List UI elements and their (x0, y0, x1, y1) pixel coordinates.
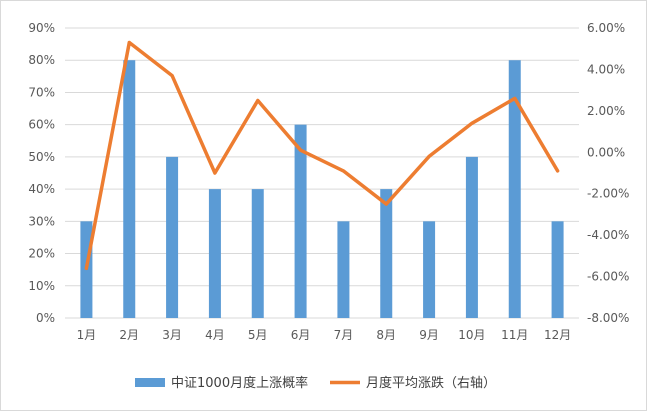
left-tick-label: 70% (28, 85, 55, 99)
line-path (84, 40, 560, 271)
line-point (213, 171, 217, 175)
right-tick-label: 0.00% (587, 145, 625, 159)
right-tick-label: -6.00% (587, 270, 629, 284)
bar (294, 124, 307, 319)
x-tick-label: 12月 (544, 328, 571, 342)
left-axis-ticks: 0% 10% 20% 30% 40% 50% 60% 70% 80% 90% (28, 21, 55, 325)
left-tick-label: 30% (28, 214, 55, 228)
x-tick-label: 5月 (248, 328, 268, 342)
line-point (127, 41, 131, 44)
line-point (427, 154, 431, 158)
bar (251, 189, 264, 318)
line-point (84, 266, 88, 270)
left-tick-label: 20% (28, 247, 55, 261)
line-point (299, 148, 303, 152)
x-tick-label: 3月 (162, 328, 182, 342)
right-tick-label: 6.00% (587, 21, 625, 35)
bar (423, 221, 436, 318)
bar (208, 189, 221, 318)
line-point (170, 74, 174, 78)
x-tick-label: 8月 (376, 328, 396, 342)
line-series (84, 40, 560, 271)
line-point (513, 96, 517, 100)
line-point (470, 121, 474, 125)
right-tick-label: 2.00% (587, 104, 625, 118)
left-tick-label: 80% (28, 53, 55, 67)
right-tick-label: -8.00% (587, 311, 629, 325)
left-tick-label: 50% (28, 150, 55, 164)
bar (465, 156, 478, 318)
right-tick-label: -2.00% (587, 187, 629, 201)
bar (337, 221, 350, 318)
legend: 中证1000月度上涨概率 月度平均涨跌（右轴） (135, 375, 496, 391)
legend-label-bar: 中证1000月度上涨概率 (171, 375, 308, 391)
x-tick-label: 10月 (458, 328, 485, 342)
left-tick-label: 0% (36, 311, 55, 325)
left-tick-label: 40% (28, 182, 55, 196)
right-tick-label: -4.00% (587, 228, 629, 242)
bar-series (80, 60, 564, 319)
bar (508, 60, 521, 318)
x-tick-label: 6月 (291, 328, 311, 342)
bar (551, 221, 564, 318)
x-tick-label: 4月 (205, 328, 225, 342)
bar (123, 60, 136, 318)
left-tick-label: 10% (28, 279, 55, 293)
gridlines (65, 27, 579, 319)
line-point (256, 99, 260, 102)
line-point (341, 169, 345, 173)
right-axis-ticks: -8.00% -6.00% -4.00% -2.00% 0.00% 2.00% 4.00% 6… (587, 21, 629, 325)
left-tick-label: 90% (28, 21, 55, 35)
line-point (384, 202, 388, 206)
x-tick-label: 2月 (119, 328, 139, 342)
x-tick-label: 9月 (419, 328, 439, 342)
left-tick-label: 60% (28, 118, 55, 132)
x-tick-label: 11月 (501, 328, 528, 342)
line-point (556, 169, 560, 173)
legend-swatch-bar (135, 378, 165, 387)
x-tick-label: 7月 (334, 328, 354, 342)
legend-label-line: 月度平均涨跌（右轴） (366, 375, 496, 391)
bar (380, 189, 393, 318)
x-axis-ticks: 1月 2月 3月 4月 5月 6月 7月 8月 9月 10月 11月 12月 (77, 328, 572, 342)
bar (166, 156, 179, 318)
x-tick-label: 1月 (77, 328, 97, 342)
right-tick-label: 4.00% (587, 62, 625, 76)
